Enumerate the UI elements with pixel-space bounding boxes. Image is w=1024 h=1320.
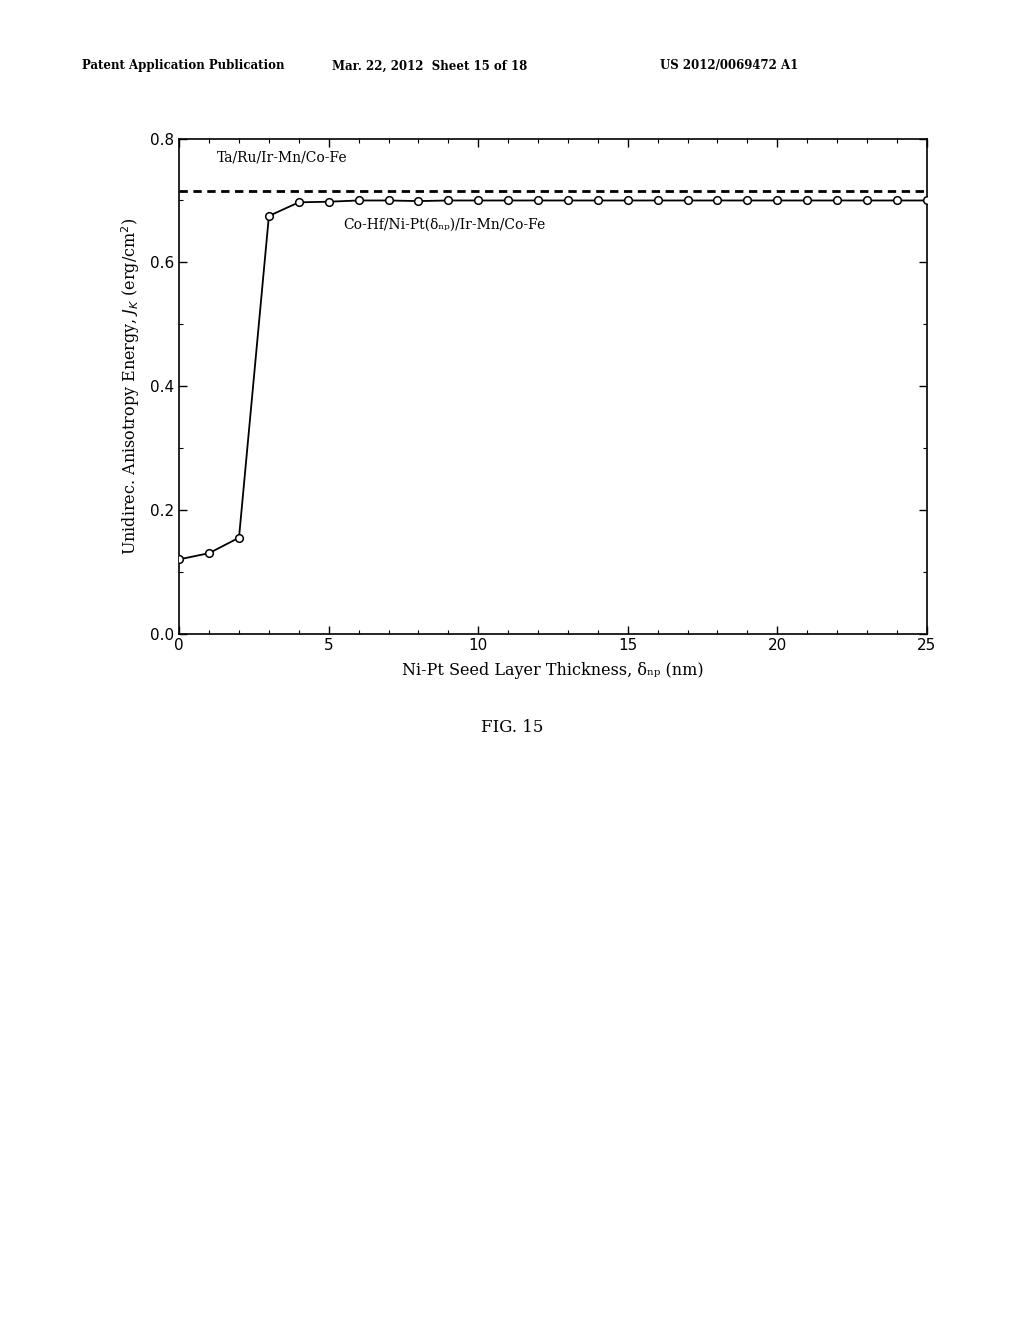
Text: US 2012/0069472 A1: US 2012/0069472 A1 [660,59,799,73]
Text: FIG. 15: FIG. 15 [481,719,543,737]
Text: Mar. 22, 2012  Sheet 15 of 18: Mar. 22, 2012 Sheet 15 of 18 [333,59,527,73]
Text: Ta/Ru/Ir-Mn/Co-Fe: Ta/Ru/Ir-Mn/Co-Fe [217,150,347,165]
X-axis label: Ni-Pt Seed Layer Thickness, δₙₚ (nm): Ni-Pt Seed Layer Thickness, δₙₚ (nm) [402,661,703,678]
Text: Patent Application Publication: Patent Application Publication [82,59,285,73]
Y-axis label: Unidirec. Anisotropy Energy, $J_K$ (erg/cm$^2$): Unidirec. Anisotropy Energy, $J_K$ (erg/… [119,218,141,554]
Text: Co-Hf/Ni-Pt(δₙₚ)/Ir-Mn/Co-Fe: Co-Hf/Ni-Pt(δₙₚ)/Ir-Mn/Co-Fe [344,218,546,232]
